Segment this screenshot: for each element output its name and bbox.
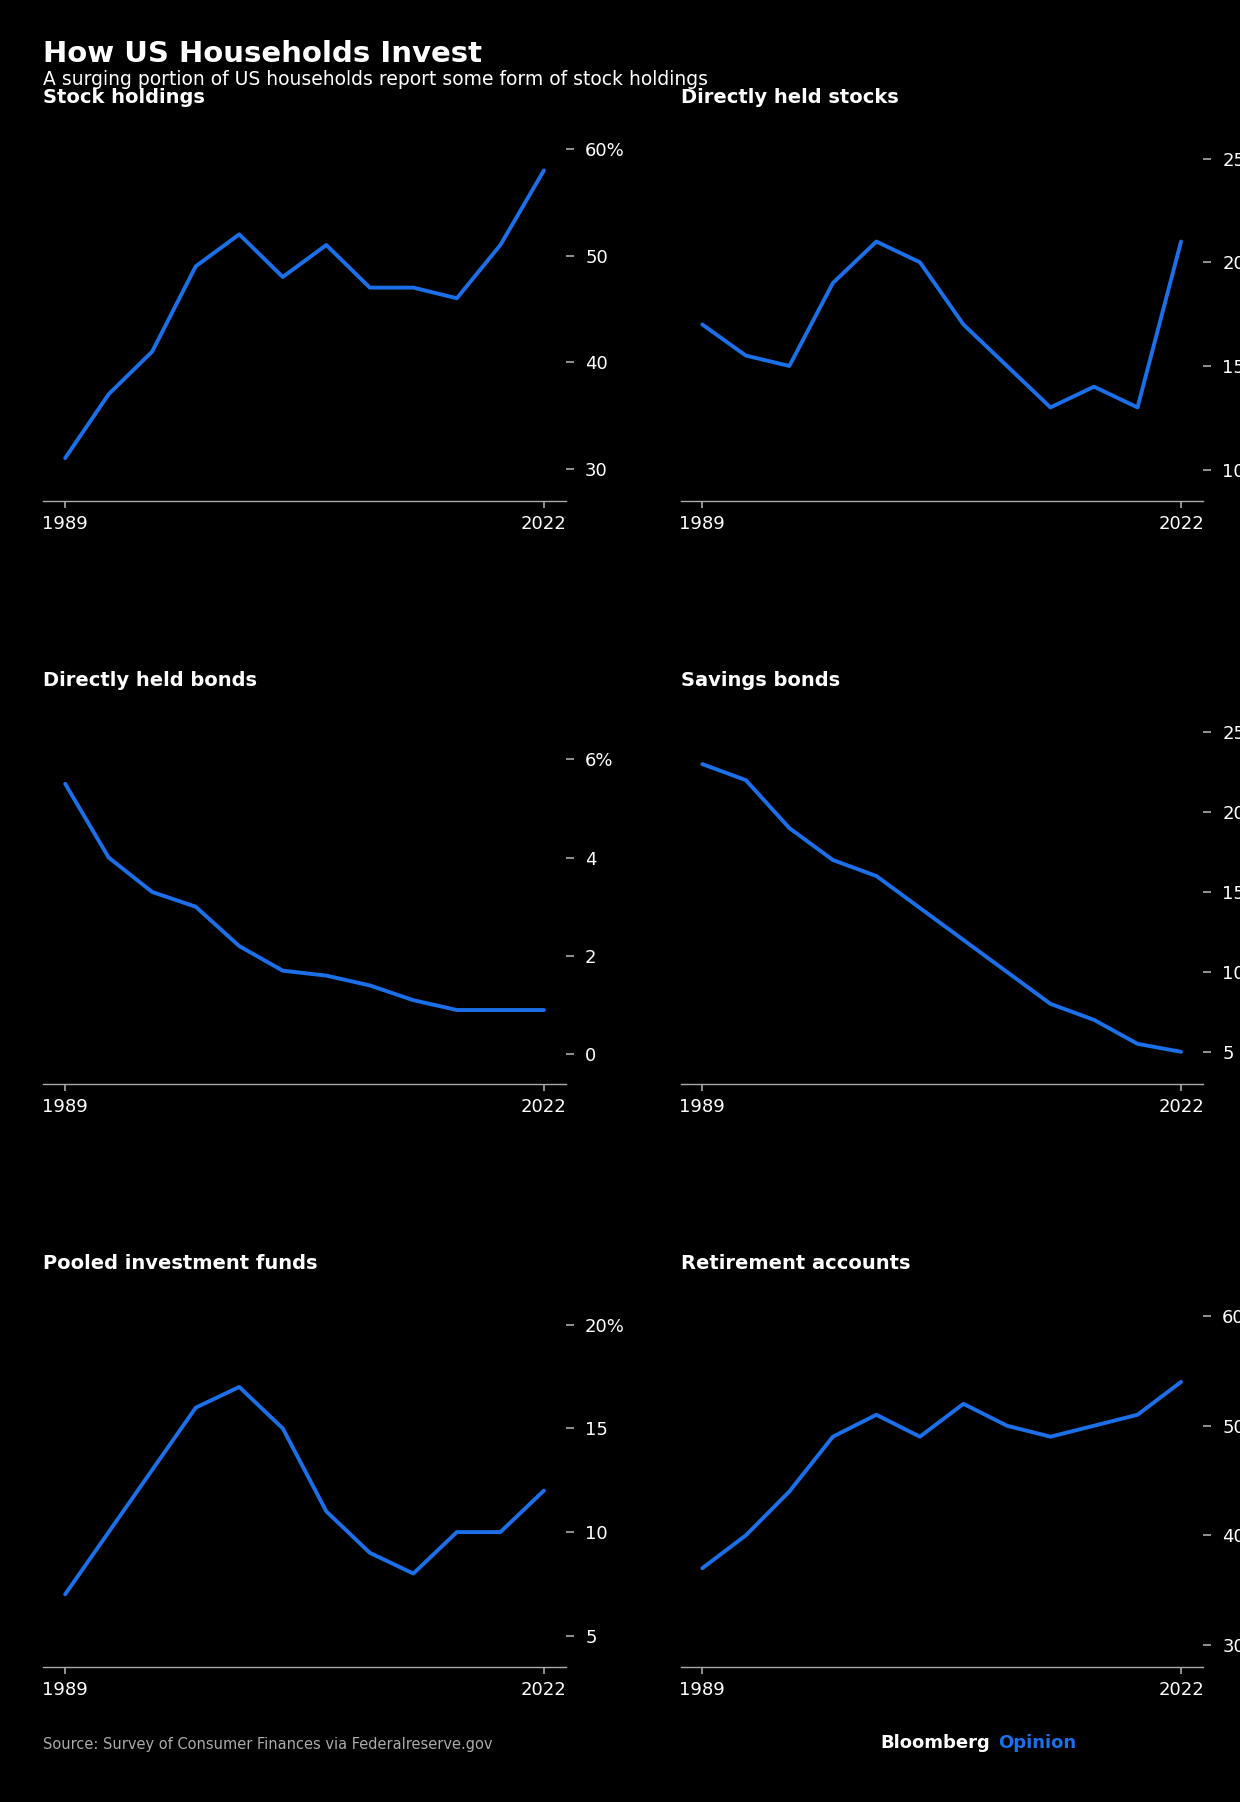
Text: Directly held bonds: Directly held bonds — [43, 672, 258, 690]
Text: Stock holdings: Stock holdings — [43, 88, 206, 108]
Text: Bloomberg: Bloomberg — [880, 1734, 991, 1752]
Text: Pooled investment funds: Pooled investment funds — [43, 1254, 317, 1274]
Text: Opinion: Opinion — [998, 1734, 1076, 1752]
Text: Savings bonds: Savings bonds — [681, 672, 839, 690]
Text: Directly held stocks: Directly held stocks — [681, 88, 898, 108]
Text: Retirement accounts: Retirement accounts — [681, 1254, 910, 1274]
Text: How US Households Invest: How US Households Invest — [43, 40, 482, 68]
Text: Source: Survey of Consumer Finances via Federalreserve.gov: Source: Survey of Consumer Finances via … — [43, 1737, 492, 1752]
Text: A surging portion of US households report some form of stock holdings: A surging portion of US households repor… — [43, 70, 708, 90]
